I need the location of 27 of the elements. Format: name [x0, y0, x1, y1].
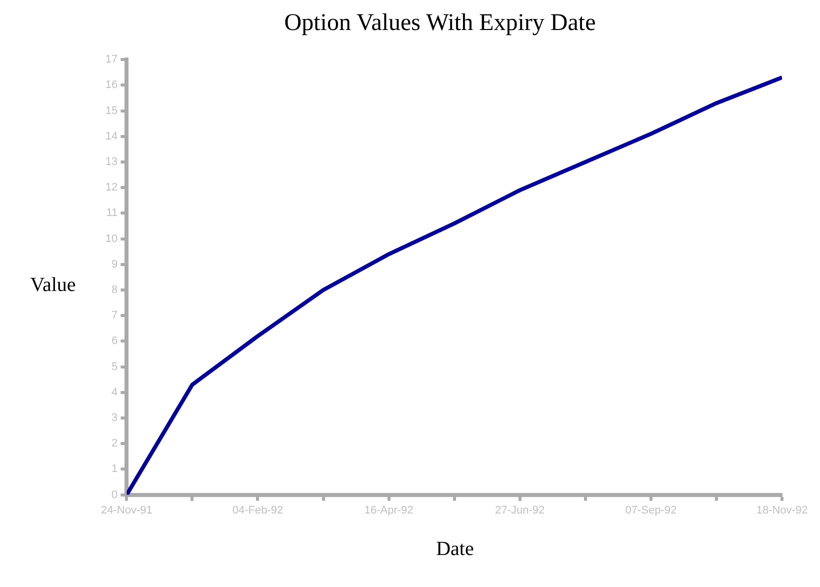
y-tick-label: 5 [112, 360, 118, 373]
x-tick-label: 27-Jun-92 [495, 504, 545, 516]
y-tick-label: 15 [105, 104, 118, 117]
y-tick-label: 13 [105, 156, 118, 168]
y-tick-label: 6 [112, 335, 118, 348]
x-tick-label: 04-Feb-92 [232, 504, 284, 516]
y-tick-label: 7 [112, 310, 118, 322]
y-tick-label: 16 [105, 79, 118, 92]
y-tick-label: 4 [112, 386, 118, 398]
x-tick-label: 07-Sep-92 [625, 504, 677, 516]
y-tick-label: 1 [112, 463, 118, 476]
x-axis-title: Date [435, 538, 475, 561]
y-tick-label: 14 [105, 130, 118, 142]
x-tick-label: 24-Nov-91 [101, 504, 152, 516]
y-tick-label: 3 [112, 412, 118, 424]
y-axis-title: Value [29, 274, 77, 296]
y-tick-label: 2 [112, 438, 118, 450]
y-tick-label: 8 [112, 284, 118, 296]
y-tick-label: 17 [105, 54, 118, 66]
y-tick-label: 11 [106, 207, 118, 220]
chart-title: Option Values With Expiry Date [283, 10, 597, 38]
y-tick-label: 0 [112, 488, 118, 501]
y-tick-label: 9 [112, 258, 118, 270]
x-tick-label: 18-Nov-92 [756, 504, 808, 516]
y-tick-label: 12 [105, 182, 118, 194]
y-tick-label: 10 [105, 232, 118, 245]
x-tick-label: 16-Apr-92 [364, 504, 414, 516]
